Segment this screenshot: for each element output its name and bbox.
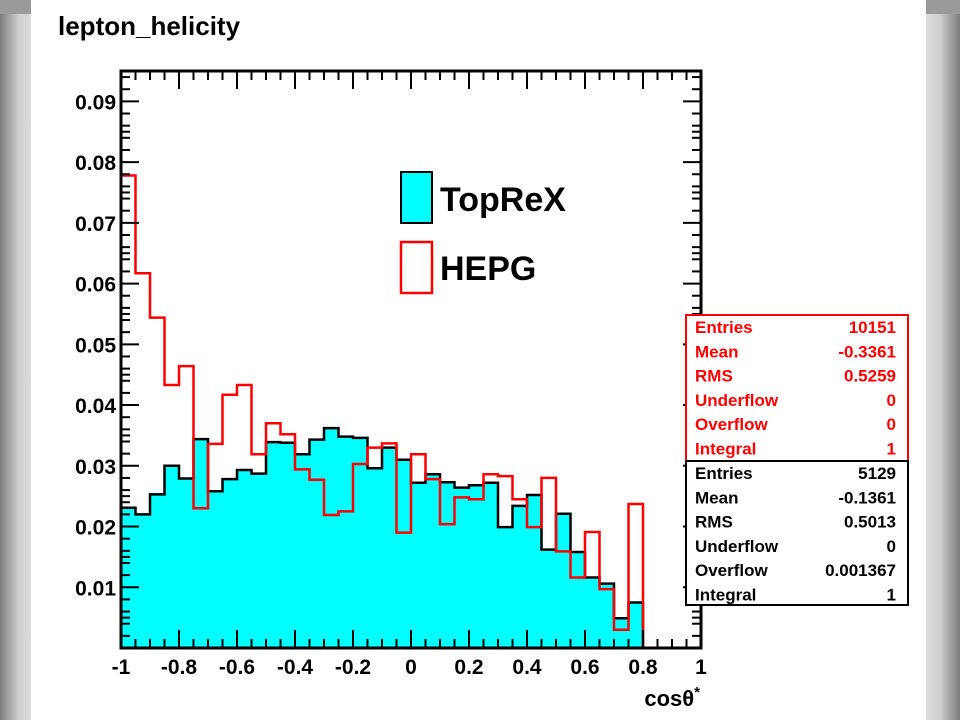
chart-title: lepton_helicity	[58, 11, 241, 41]
bar-topx	[367, 468, 383, 648]
bar-topx	[512, 505, 528, 648]
bar-topx	[570, 552, 586, 648]
bar-topx	[599, 583, 615, 648]
bar-topx	[280, 442, 296, 648]
bar-topx	[208, 491, 224, 648]
stats-value: 0	[887, 391, 896, 410]
bar-topx	[222, 479, 238, 648]
bar-topx	[324, 428, 340, 648]
legend-label-topx: TopReX	[440, 181, 566, 219]
y-tick-label: 0.01	[75, 577, 116, 600]
bar-topx	[338, 436, 354, 648]
stats-label: Mean	[695, 488, 738, 507]
stats-value: 0.001367	[825, 561, 896, 580]
x-tick-labels: -1 -0.8 -0.6 -0.4 -0.2 0 0.2 0.4 0.6 0.8 1	[112, 656, 708, 679]
x-tick-label: 0.6	[570, 656, 599, 679]
x-tick-label: 0.8	[628, 656, 658, 679]
stats-box-hepg	[685, 314, 909, 462]
bar-topx	[425, 474, 441, 648]
bar-topx	[454, 487, 470, 648]
legend-swatch-hepg	[399, 240, 434, 295]
x-tick-label: -0.6	[219, 656, 255, 679]
x-tick-label: 1	[695, 656, 707, 679]
x-tick-label: -0.4	[277, 656, 314, 679]
bar-topx	[353, 437, 369, 648]
stats-value: 0	[887, 415, 896, 434]
bar-topx	[585, 577, 601, 648]
stats-label: RMS	[695, 513, 733, 532]
y-tick-label: 0.07	[75, 213, 116, 236]
x-tick-label: 0.2	[454, 656, 483, 679]
stats-text-group: Entries 10151 Mean -0.3361 RMS 0.5259 Underflo…	[695, 318, 896, 605]
bar-topx	[411, 482, 427, 648]
left-frame-border	[0, 0, 31, 720]
bar-topx	[483, 482, 499, 648]
y-tick-label: 0.05	[75, 334, 116, 357]
stats-label: Entries	[695, 464, 753, 483]
y-tick-label: 0.06	[75, 274, 116, 297]
bar-topx	[556, 513, 572, 648]
bar-topx	[309, 439, 325, 648]
bar-topx	[498, 527, 514, 648]
stats-value: 10151	[849, 318, 896, 337]
bar-topx	[541, 549, 557, 648]
stats-label: Mean	[695, 342, 738, 361]
right-frame-border	[926, 0, 960, 720]
stats-box-topx	[685, 460, 909, 606]
stats-label: Integral	[695, 586, 756, 605]
hepg-line	[119, 174, 645, 648]
topx-histogram-group	[119, 426, 645, 648]
bar-topx	[440, 482, 456, 648]
stats-value: 0.5013	[844, 513, 896, 532]
stats-value: -0.1361	[838, 488, 896, 507]
stats-value: 5129	[858, 464, 896, 483]
stats-label: RMS	[695, 367, 733, 386]
x-tick-label: -1	[112, 656, 131, 679]
bar-topx	[193, 439, 209, 648]
bar-topx	[150, 494, 166, 648]
y-tick-labels: 0.01 0.02 0.03 0.04 0.05 0.06 0.07 0.08 0.09	[75, 91, 116, 600]
bar-topx	[266, 442, 282, 648]
bar-topx	[527, 494, 543, 648]
y-tick-label: 0.02	[75, 517, 116, 540]
x-tick-label: -0.8	[161, 656, 198, 679]
y-tick-label: 0.08	[75, 152, 116, 175]
bar-topx	[382, 447, 398, 648]
stats-label: Integral	[695, 440, 756, 459]
hepg-histogram-group	[119, 174, 645, 648]
x-axis-label: cosθ*	[644, 684, 700, 711]
bar-topx	[251, 473, 267, 648]
legend-label-hepg: HEPG	[440, 250, 536, 288]
stats-label: Entries	[695, 318, 753, 337]
y-tick-label: 0.04	[75, 395, 116, 418]
x-tick-label: 0.4	[512, 656, 542, 679]
legend-swatch-topx	[400, 171, 433, 224]
stats-value: 0.5259	[844, 367, 896, 386]
stats-value: -0.3361	[838, 342, 896, 361]
bar-topx	[164, 465, 180, 648]
bar-topx	[614, 618, 630, 648]
y-tick-label: 0.09	[75, 91, 116, 114]
bar-topx	[295, 454, 311, 648]
stats-label: Overflow	[695, 561, 769, 580]
x-tick-label: -0.2	[335, 656, 371, 679]
stats-value: 1	[887, 586, 896, 605]
stats-label: Underflow	[695, 537, 779, 556]
bar-topx	[237, 470, 253, 648]
stats-label: Underflow	[695, 391, 779, 410]
bar-topx	[628, 602, 644, 648]
stats-value: 1	[887, 440, 896, 459]
bar-topx	[135, 514, 151, 648]
stats-value: 0	[887, 537, 896, 556]
bar-topx	[396, 459, 412, 648]
bar-topx	[469, 485, 485, 648]
x-tick-label: 0	[405, 656, 417, 679]
bar-topx	[121, 507, 137, 648]
y-tick-label: 0.03	[75, 456, 116, 479]
stats-label: Overflow	[695, 415, 769, 434]
bar-topx	[179, 478, 195, 648]
